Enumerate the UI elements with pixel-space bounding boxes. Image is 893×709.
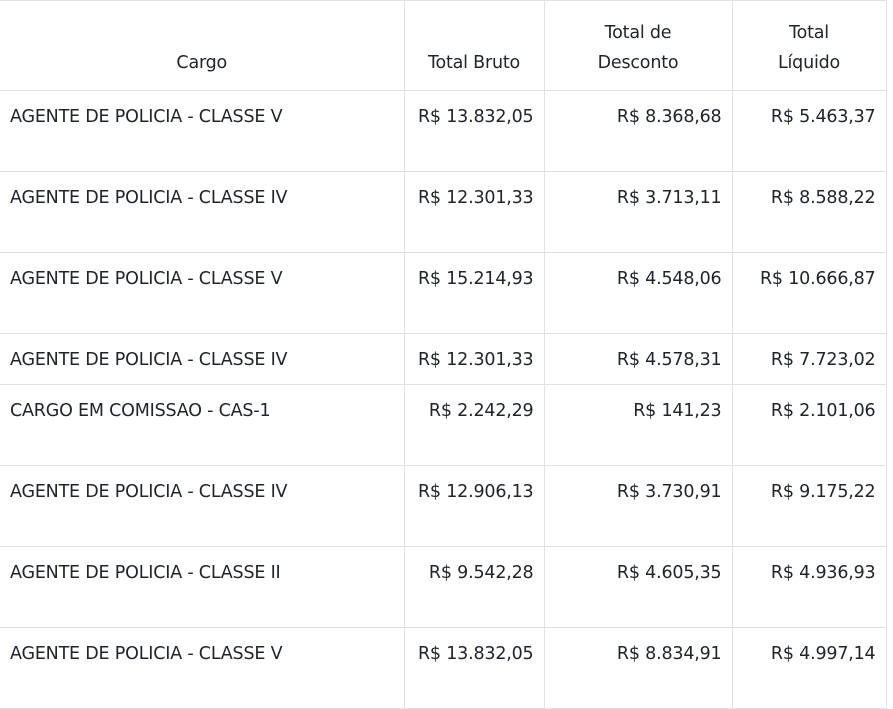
table-row: AGENTE DE POLICIA - CLASSE V R$ 15.214,93… <box>0 252 887 334</box>
header-total-liquido[interactable]: Total Líquido <box>731 0 887 91</box>
cell-cargo: AGENTE DE POLICIA - CLASSE IV <box>0 171 405 253</box>
cell-total-liquido: R$ 2.101,06 <box>731 384 887 466</box>
cell-cargo: AGENTE DE POLICIA - CLASSE V <box>0 90 405 172</box>
table-row: AGENTE DE POLICIA - CLASSE IV R$ 12.301,3… <box>0 333 887 385</box>
cell-total-liquido: R$ 4.997,14 <box>731 627 887 709</box>
cell-total-desconto: R$ 141,23 <box>543 384 733 466</box>
cell-cargo: AGENTE DE POLICIA - CLASSE V <box>0 252 405 334</box>
table-row: AGENTE DE POLICIA - CLASSE V R$ 13.832,05… <box>0 90 887 172</box>
cell-cargo: AGENTE DE POLICIA - CLASSE IV <box>0 333 405 385</box>
cell-total-liquido: R$ 7.723,02 <box>731 333 887 385</box>
cell-total-bruto: R$ 2.242,29 <box>403 384 545 466</box>
table-row: AGENTE DE POLICIA - CLASSE II R$ 9.542,28… <box>0 546 887 628</box>
cell-total-desconto: R$ 3.713,11 <box>543 171 733 253</box>
cell-total-desconto: R$ 4.578,31 <box>543 333 733 385</box>
cell-total-desconto: R$ 4.548,06 <box>543 252 733 334</box>
cell-total-bruto: R$ 12.301,33 <box>403 333 545 385</box>
cell-total-liquido: R$ 5.463,37 <box>731 90 887 172</box>
header-total-bruto[interactable]: Total Bruto <box>403 0 545 91</box>
table-row: AGENTE DE POLICIA - CLASSE IV R$ 12.301,3… <box>0 171 887 253</box>
header-cargo[interactable]: Cargo <box>0 0 405 91</box>
header-row: Cargo Total Bruto Total de Desconto Tota… <box>0 0 887 91</box>
cell-cargo: AGENTE DE POLICIA - CLASSE IV <box>0 465 405 547</box>
cell-total-desconto: R$ 8.834,91 <box>543 627 733 709</box>
table-row: AGENTE DE POLICIA - CLASSE V R$ 13.832,05… <box>0 627 887 709</box>
cell-total-liquido: R$ 10.666,87 <box>731 252 887 334</box>
table-row: AGENTE DE POLICIA - CLASSE IV R$ 12.906,1… <box>0 465 887 547</box>
cell-total-bruto: R$ 12.906,13 <box>403 465 545 547</box>
cell-cargo: AGENTE DE POLICIA - CLASSE V <box>0 627 405 709</box>
cell-total-liquido: R$ 9.175,22 <box>731 465 887 547</box>
cell-cargo: CARGO EM COMISSAO - CAS-1 <box>0 384 405 466</box>
cell-total-bruto: R$ 9.542,28 <box>403 546 545 628</box>
cell-total-desconto: R$ 4.605,35 <box>543 546 733 628</box>
cell-total-liquido: R$ 8.588,22 <box>731 171 887 253</box>
cell-total-bruto: R$ 13.832,05 <box>403 90 545 172</box>
cell-total-liquido: R$ 4.936,93 <box>731 546 887 628</box>
cell-total-desconto: R$ 3.730,91 <box>543 465 733 547</box>
cell-total-desconto: R$ 8.368,68 <box>543 90 733 172</box>
cell-total-bruto: R$ 15.214,93 <box>403 252 545 334</box>
cell-cargo: AGENTE DE POLICIA - CLASSE II <box>0 546 405 628</box>
cell-total-bruto: R$ 13.832,05 <box>403 627 545 709</box>
table-row: CARGO EM COMISSAO - CAS-1 R$ 2.242,29 R$ 1… <box>0 384 887 466</box>
cell-total-bruto: R$ 12.301,33 <box>403 171 545 253</box>
header-total-desconto[interactable]: Total de Desconto <box>543 0 733 91</box>
